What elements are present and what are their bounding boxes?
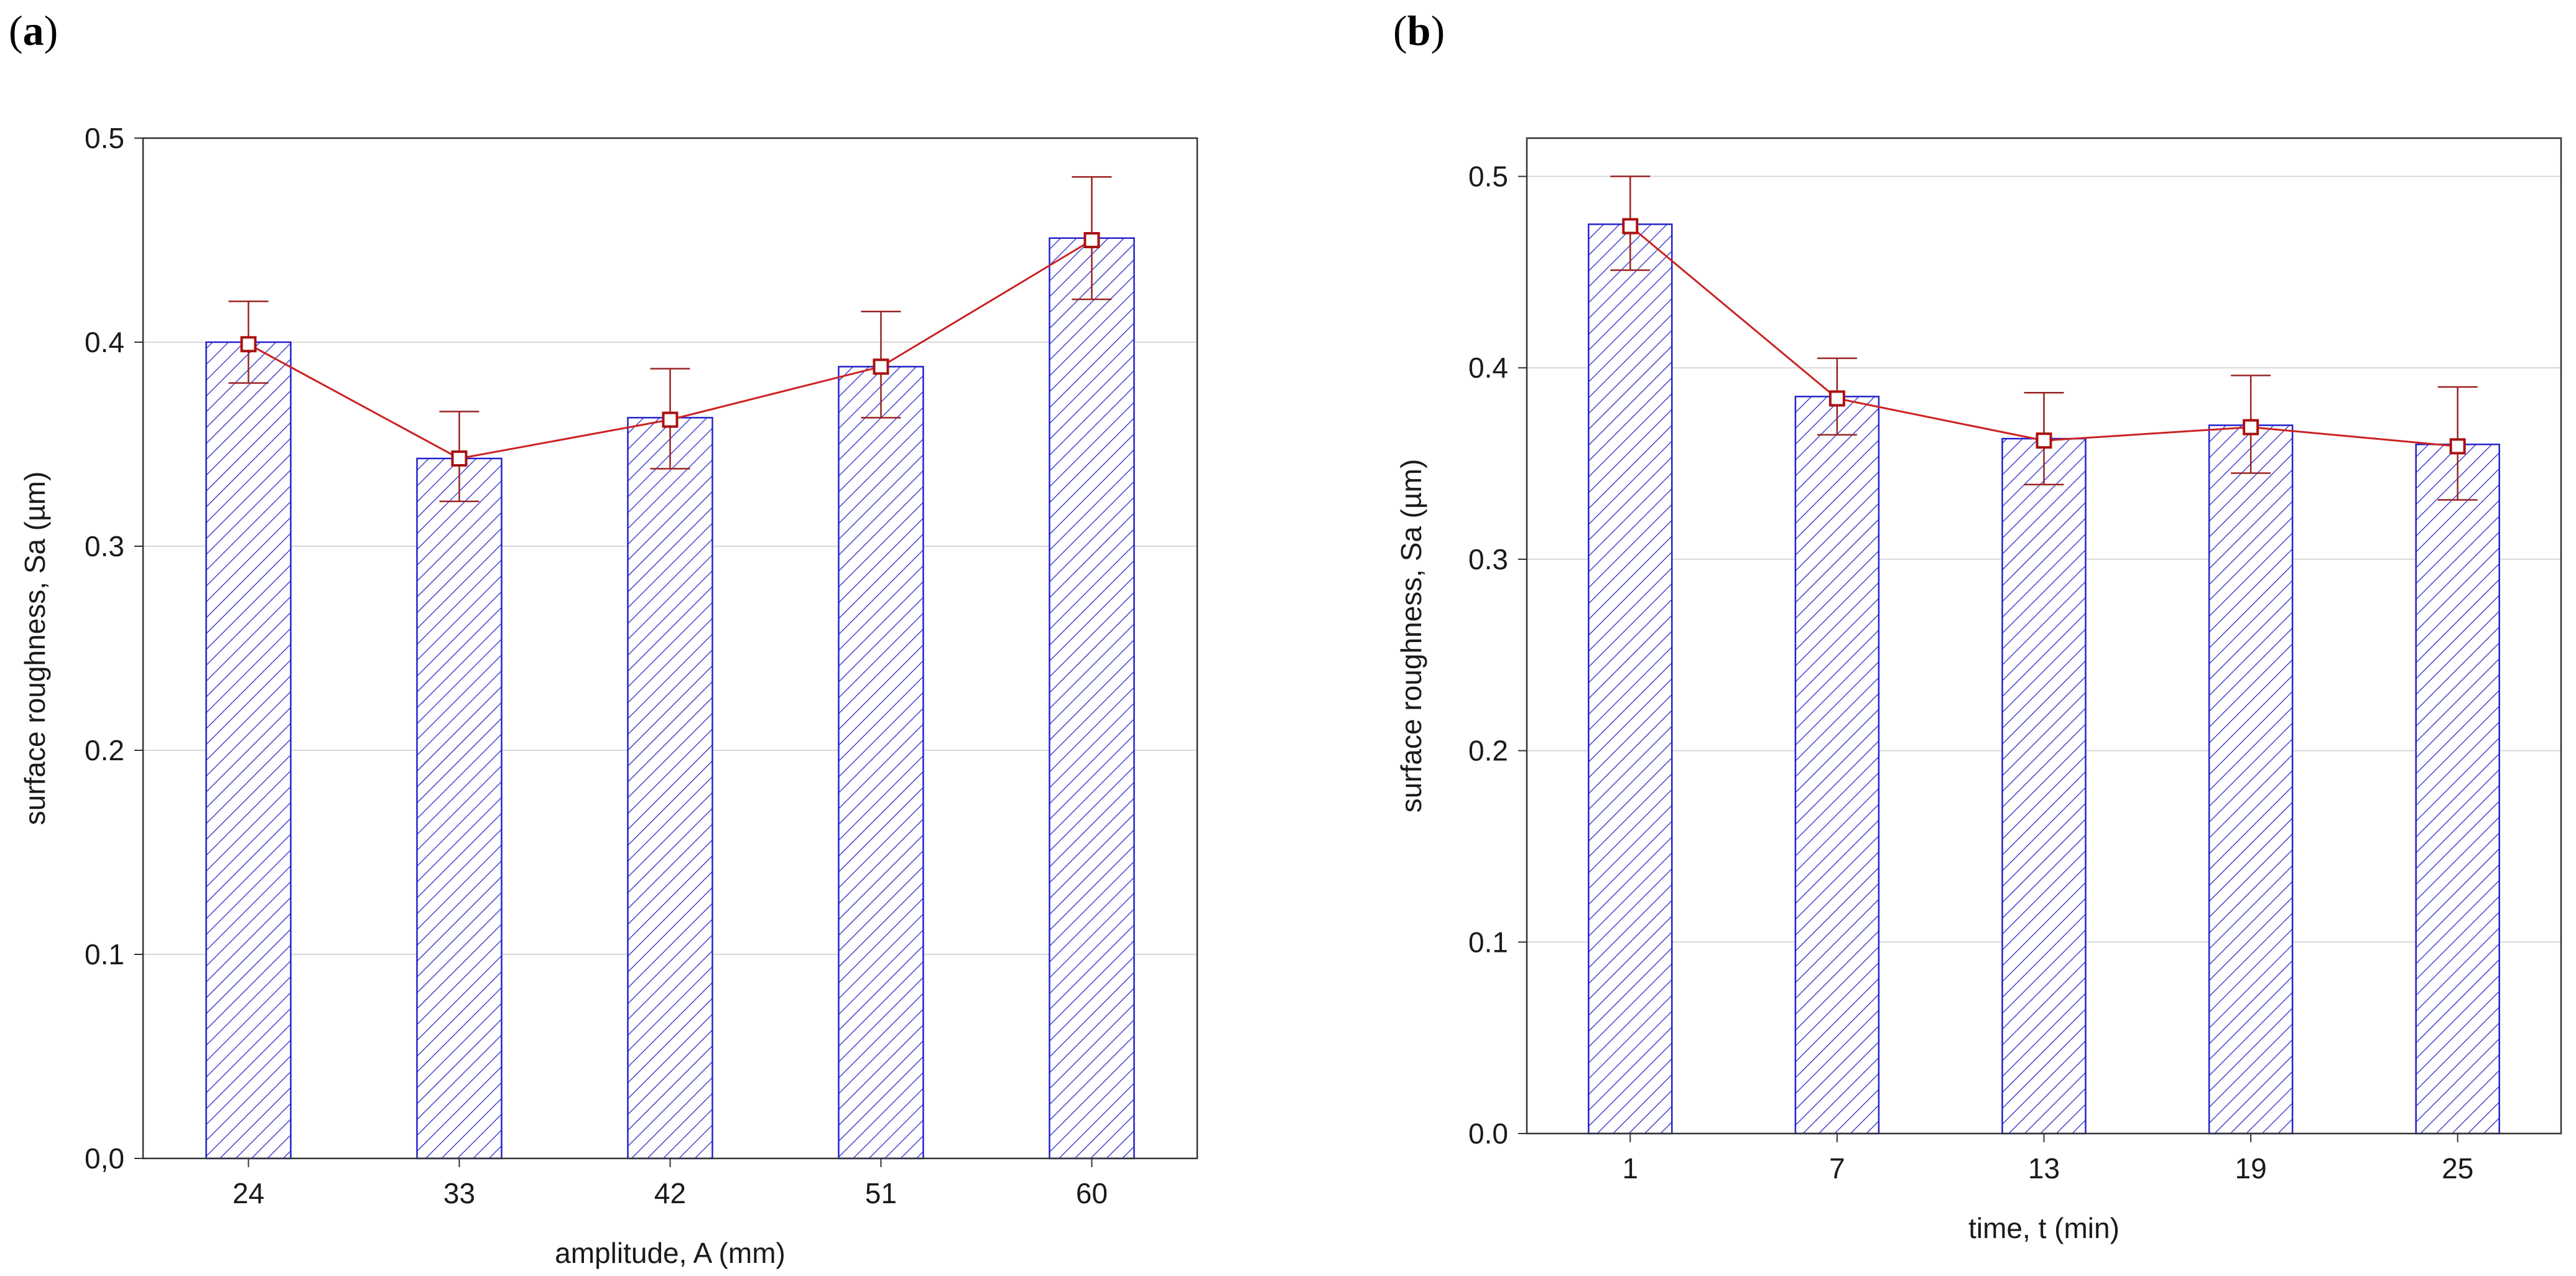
x-tick-label: 42: [654, 1177, 686, 1209]
x-axis-title: amplitude, A (mm): [555, 1237, 785, 1269]
bar: [838, 366, 924, 1160]
bar: [627, 417, 713, 1160]
y-tick-label: 0.5: [1468, 161, 1508, 193]
bar: [2001, 437, 2087, 1135]
bar: [1588, 223, 1673, 1135]
y-tick-label: 0.2: [1468, 735, 1508, 767]
x-tick-label: 60: [1076, 1177, 1108, 1209]
x-tick-label: 33: [443, 1177, 475, 1209]
plot-frame: [1526, 137, 2562, 1135]
mean-marker: [2036, 432, 2052, 449]
y-tick-label: 0.3: [1468, 543, 1508, 575]
x-tick-label: 24: [233, 1177, 264, 1209]
bar: [205, 341, 292, 1160]
x-tick-label: 51: [865, 1177, 897, 1209]
y-tick-label: 0,0: [85, 1142, 124, 1175]
mean-marker: [2243, 419, 2259, 435]
y-tick-label: 0.3: [85, 530, 124, 562]
y-tick-label: 0.4: [1468, 352, 1508, 384]
x-tick-label: 25: [2442, 1152, 2473, 1185]
chart-time: 0.0 0.1 0.2 0.3 0.4 0.5 1 7 13 19 25 time, t (min) s…: [1395, 137, 2562, 1244]
mean-marker: [1083, 232, 1100, 248]
plot-frame: [142, 137, 1198, 1160]
panel-a-label: (a): [9, 7, 58, 54]
panel-b-label: (b): [1393, 7, 1445, 54]
mean-marker: [873, 358, 889, 375]
bar: [1794, 396, 1880, 1135]
y-tick-label: 0.1: [85, 938, 124, 971]
y-tick-label: 0.2: [85, 734, 124, 766]
y-tick-label: 0.5: [85, 122, 124, 154]
mean-marker: [1622, 218, 1639, 235]
y-tick-label: 0.1: [1468, 926, 1508, 958]
y-tick-label: 0.0: [1468, 1117, 1508, 1150]
x-tick-label: 7: [1829, 1152, 1845, 1185]
mean-marker: [2449, 438, 2466, 455]
x-tick-label: 13: [2028, 1152, 2060, 1185]
y-axis-title: surface roughness, Sa (µm): [1395, 459, 1427, 813]
mean-marker: [451, 450, 468, 467]
bar: [2208, 424, 2294, 1135]
mean-marker: [662, 411, 679, 428]
x-tick-label: 19: [2235, 1152, 2267, 1185]
y-tick-label: 0.4: [85, 326, 124, 358]
x-axis-title: time, t (min): [1968, 1212, 2120, 1244]
chart-amplitude: 0,0 0.1 0.2 0.3 0.4 0.5 24 33 42 51 60 amplitude, A…: [19, 122, 1198, 1269]
bar: [2415, 444, 2500, 1135]
bar: [1049, 237, 1135, 1160]
y-axis-title: surface roughness, Sa (µm): [19, 472, 51, 826]
bar: [416, 457, 503, 1160]
mean-marker: [1828, 390, 1845, 407]
mean-marker: [240, 336, 257, 353]
x-tick-label: 1: [1623, 1152, 1639, 1185]
